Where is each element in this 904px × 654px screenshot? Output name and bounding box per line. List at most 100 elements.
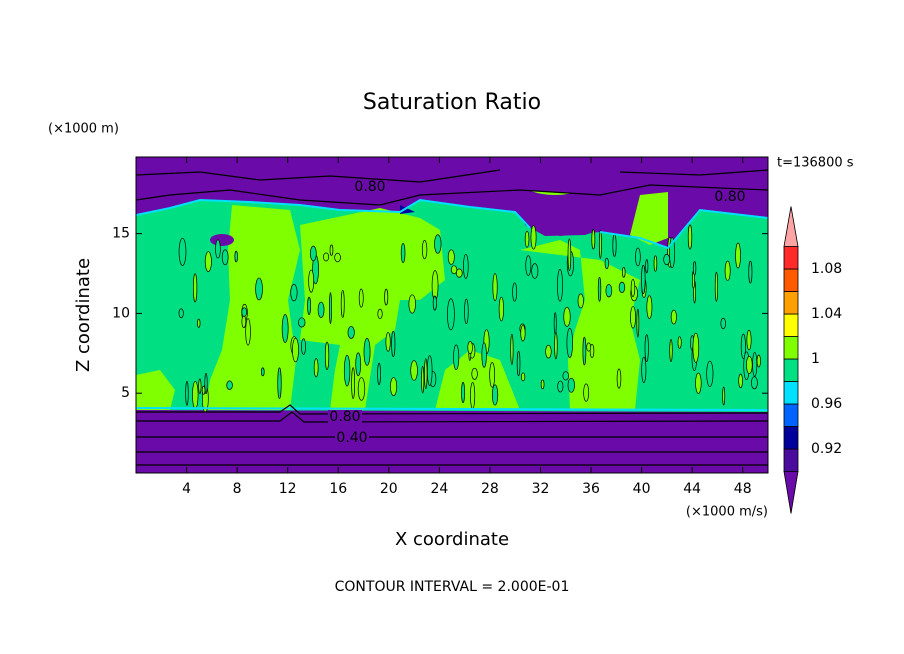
- contour-streak: [645, 259, 649, 274]
- contour-streak: [605, 284, 613, 298]
- footer: CONTOUR INTERVAL = 2.000E-01: [335, 579, 570, 595]
- colorbar-box: [783, 426, 799, 450]
- contour-streak: [520, 325, 526, 342]
- colorbar-tick-label: 1: [811, 351, 820, 367]
- contour-streak: [510, 333, 514, 365]
- contour-streak: [545, 344, 552, 359]
- contour-label-bg: [353, 180, 387, 194]
- contour-streak: [724, 260, 731, 281]
- contour-streak: [687, 224, 693, 250]
- contour-line: [136, 411, 768, 423]
- region: [136, 370, 175, 410]
- contour-label: 0.80: [354, 179, 385, 195]
- contour-label: 0.80: [714, 189, 745, 205]
- contour-streak: [197, 318, 201, 328]
- contour-streak: [557, 268, 563, 302]
- contour-streak: [751, 376, 758, 390]
- contour-streak: [385, 332, 391, 352]
- contour-streak: [324, 341, 330, 370]
- contour-streak: [630, 306, 636, 329]
- contour-streak: [329, 292, 332, 324]
- x-unit: (×1000 m/s): [686, 505, 768, 520]
- x-tick-label: 20: [380, 481, 398, 497]
- contour-streak: [554, 331, 558, 360]
- x-tick-label: 48: [734, 481, 752, 497]
- contour-streak: [464, 298, 469, 325]
- contour-streak: [351, 367, 356, 400]
- contour-streak: [516, 350, 521, 377]
- contour-streak: [498, 296, 504, 322]
- contour-streaks: [178, 224, 761, 413]
- contour-label-bg: [713, 190, 747, 204]
- x-tick-label: 8: [233, 481, 242, 497]
- contour-streak: [292, 337, 299, 363]
- x-tick-label: 4: [182, 481, 191, 497]
- contour-streak: [377, 362, 381, 386]
- contour-streak: [641, 264, 646, 295]
- contour-streak: [317, 301, 325, 318]
- contour-streak: [400, 243, 406, 263]
- contour-streak: [461, 381, 465, 404]
- x-tick-label: 36: [582, 481, 600, 497]
- contour-streak: [307, 296, 311, 315]
- contour-streak: [746, 329, 752, 351]
- x-tick-label: 44: [683, 481, 701, 497]
- contour-label-bg: [328, 410, 362, 424]
- contour-streak: [663, 253, 671, 266]
- contour-line: [136, 184, 768, 206]
- contour-streak: [622, 266, 626, 278]
- contour-streak: [512, 282, 518, 302]
- contour-field: [136, 157, 768, 473]
- contour-streak: [313, 358, 319, 378]
- contour-streak: [450, 265, 458, 275]
- contour-streak: [261, 367, 265, 377]
- contour-streak: [598, 229, 602, 259]
- contour-streak: [557, 380, 564, 393]
- plot-frame: [135, 156, 769, 474]
- contour-streak: [492, 273, 498, 302]
- colorbar-box: [783, 336, 799, 360]
- chart-title: Saturation Ratio: [363, 90, 541, 115]
- colorbar-under: [783, 471, 799, 514]
- contour-streak: [740, 333, 746, 359]
- contour-streak: [670, 309, 677, 325]
- region: [210, 234, 234, 246]
- contour-streak: [566, 327, 573, 358]
- contour-streak: [471, 367, 478, 380]
- contour-streak: [334, 252, 341, 263]
- region-edge: [136, 198, 768, 250]
- contour-streak: [677, 336, 682, 349]
- contour-streak: [463, 253, 469, 279]
- contour-streak: [752, 351, 758, 377]
- contour-streak: [540, 379, 545, 390]
- contour-streak: [323, 252, 330, 262]
- colorbar-tick-label: 1.08: [811, 261, 842, 277]
- contour-streak: [410, 360, 418, 381]
- x-tick-label: 40: [633, 481, 651, 497]
- contour-streak: [635, 247, 641, 267]
- colorbar-over: [783, 206, 799, 247]
- contour-streak: [553, 312, 557, 335]
- region: [520, 200, 615, 236]
- colorbar-box: [783, 313, 799, 337]
- contour-line: [136, 169, 768, 183]
- contour-streak: [618, 281, 626, 293]
- contour-streak: [355, 352, 362, 377]
- contour-streak: [567, 238, 572, 271]
- contour-streak: [562, 371, 569, 381]
- y-unit: (×1000 m): [48, 122, 119, 137]
- contour-streak: [204, 372, 208, 395]
- region: [630, 192, 668, 245]
- region-edge: [136, 407, 768, 411]
- contour-streak: [470, 382, 476, 409]
- contour-streak: [298, 317, 306, 328]
- contour-streak: [582, 336, 587, 366]
- contour-streak: [567, 377, 575, 393]
- contour-streak: [748, 260, 753, 284]
- colorbar-box: [783, 358, 799, 382]
- contour-streak: [434, 234, 442, 254]
- contour-streak: [424, 358, 428, 390]
- contour-streak: [738, 373, 743, 389]
